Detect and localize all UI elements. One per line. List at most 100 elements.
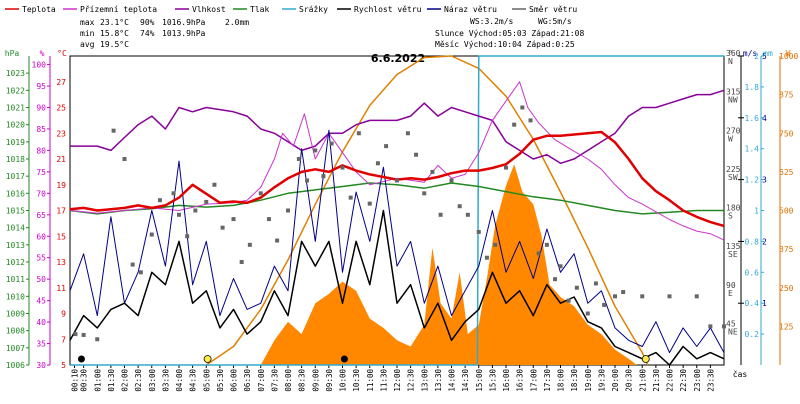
mm-tick: 1.4: [745, 145, 760, 154]
dir-unit-label: °: [728, 49, 733, 58]
wind-dir-point: [430, 169, 435, 174]
wind-dir-point: [722, 324, 726, 329]
w-tick: 750: [779, 129, 794, 138]
mm-tick: 0.4: [745, 299, 760, 308]
time-tick: 01:00: [93, 369, 102, 392]
wind-dir-point: [305, 178, 310, 183]
time-tick: 19:30: [597, 369, 606, 392]
legend-label-2: Vlhkost: [192, 5, 226, 14]
wind-gust-line: [69, 129, 725, 354]
temp-tick: 11: [56, 284, 66, 293]
wind-dir-point: [185, 234, 190, 239]
hpa-tick: 1019: [6, 138, 25, 147]
max-hum: 90%: [140, 18, 155, 27]
avg-label: avg: [80, 40, 95, 49]
wind-dir-point: [266, 217, 271, 222]
legend-label-3: Tlak: [250, 5, 269, 14]
hpa-tick: 1017: [6, 172, 25, 181]
time-tick: 19:00: [584, 369, 593, 392]
pct-tick: 75: [36, 168, 46, 177]
time-tick: 15:30: [488, 369, 497, 392]
pct-tick: 30: [36, 361, 46, 370]
moon-marker: [340, 355, 348, 363]
time-tick: 08:00: [284, 369, 293, 392]
mm-tick: 1.6: [745, 114, 760, 123]
sun-marker: [203, 355, 212, 363]
wind-dir-point: [95, 337, 100, 342]
wind-dir-point: [329, 141, 334, 146]
max-temp: 23.1°C: [100, 18, 129, 27]
dir-tick-label: NE: [728, 327, 738, 336]
rain-total-line: [70, 55, 724, 366]
w-tick: 875: [779, 91, 794, 100]
wind-dir-point: [239, 260, 244, 264]
temp-unit-label: °C: [57, 49, 67, 58]
time-tick: 07:30: [270, 369, 279, 392]
hpa-tick: 1014: [6, 224, 25, 233]
time-tick: 21:30: [652, 369, 661, 392]
wind-dir-point: [73, 332, 78, 337]
ws-value: WS:3.2m/s: [470, 17, 514, 26]
hpa-tick: 1021: [6, 104, 25, 113]
temp-tick: 9: [61, 310, 66, 319]
wind-dir-point: [138, 270, 143, 275]
w-tick: 250: [779, 284, 794, 293]
wind-dir-point: [130, 262, 135, 267]
pct-tick: 55: [36, 254, 46, 263]
dir-tick-label: N: [728, 57, 733, 66]
legend-label-6: Náraz větru: [444, 5, 497, 14]
mm-unit-label: mm: [763, 49, 773, 58]
wg-value: WG:5m/s: [538, 17, 572, 26]
pct-tick: 35: [36, 340, 46, 349]
mm-tick: 2: [754, 52, 759, 61]
mm-tick: 0.6: [745, 268, 760, 277]
legend-label-0: Teplota: [22, 5, 56, 14]
moon-times: Měsíc Východ:10:04 Západ:0:25: [435, 40, 575, 49]
ms-tick: 2: [762, 237, 767, 246]
pct-tick: 100: [32, 61, 47, 70]
dir-tick: 90: [726, 281, 736, 290]
dir-tick: 225: [726, 165, 741, 174]
hpa-tick: 1020: [6, 121, 25, 130]
solar-estimate-line: [205, 55, 649, 366]
dir-tick-label: NW: [728, 96, 738, 105]
solar-measured-area: [260, 164, 637, 365]
time-tick: 00:10: [71, 369, 80, 392]
time-tick: 03:30: [161, 369, 170, 392]
stats-block: max 23.1°C 90% 1016.9hPa 2.0mm min 15.8°…: [80, 17, 584, 49]
wind-dir-point: [593, 281, 598, 286]
wind-dir-point: [457, 204, 462, 209]
time-tick: 11:00: [366, 369, 375, 392]
max-press: 1016.9hPa: [162, 18, 206, 27]
time-tick: 18:00: [557, 369, 566, 392]
dir-tick: 45: [726, 319, 736, 328]
wind-dir-point: [157, 198, 162, 203]
hpa-tick: 1008: [6, 327, 25, 336]
time-tick: 22:30: [679, 369, 688, 392]
ms-tick: 3: [762, 176, 767, 185]
pct-tick: 70: [36, 189, 46, 198]
dir-tick: 135: [726, 242, 741, 251]
pct-tick: 95: [36, 82, 46, 91]
ms-unit-label: m/s: [743, 49, 758, 58]
time-tick: 22:00: [666, 369, 675, 392]
w-tick: 375: [779, 245, 794, 254]
dir-tick-label: SW: [728, 173, 738, 182]
min-hum: 74%: [140, 29, 155, 38]
mm-tick: 0.8: [745, 237, 760, 246]
ground-temp-line: [69, 81, 725, 241]
wind-dir-point: [405, 131, 410, 136]
pct-unit-label: %: [40, 49, 45, 58]
avg-temp: 19.5°C: [100, 40, 129, 49]
wind-dir-point: [493, 242, 498, 247]
dir-tick: 360: [726, 49, 741, 58]
axes: 1006100710081009101010111012101310141015…: [5, 49, 799, 392]
time-tick: 17:00: [529, 369, 538, 392]
dir-tick-label: E: [728, 289, 733, 298]
legend-label-4: Srážky: [299, 5, 328, 14]
time-tick: 15:00: [475, 369, 484, 392]
wind-dir-point: [375, 161, 380, 166]
wind-dir-point: [171, 191, 176, 196]
wind-dir-point: [247, 242, 252, 247]
